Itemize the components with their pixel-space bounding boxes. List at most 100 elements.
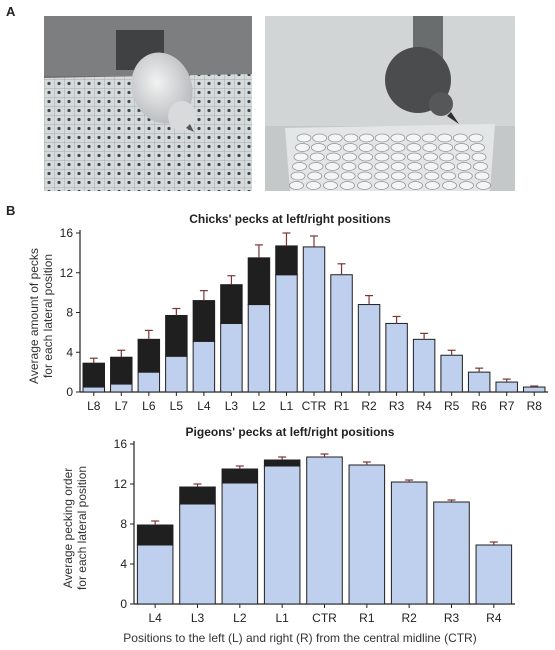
tray-well — [342, 152, 357, 162]
tray-well — [425, 181, 440, 190]
tray-well — [406, 143, 422, 152]
x-tick-label: R4 — [416, 399, 432, 411]
x-tick-label: L7 — [115, 399, 129, 411]
tray-well — [374, 181, 389, 190]
x-tick-label: L2 — [233, 611, 247, 625]
tray-well — [326, 143, 342, 152]
bar-base — [220, 322, 243, 393]
tray-well — [471, 152, 487, 162]
tray-well — [374, 152, 390, 162]
y-tick-label: 12 — [114, 477, 128, 491]
tray-well — [442, 181, 457, 190]
x-tick-label: R3 — [389, 399, 405, 411]
tray-well — [374, 171, 390, 181]
tray-well — [325, 162, 340, 171]
tray-well — [441, 171, 456, 181]
tray-well — [452, 133, 468, 143]
tray-well — [359, 133, 374, 143]
bar-top — [137, 338, 161, 373]
tray-well — [424, 171, 440, 181]
tray-well — [357, 181, 372, 190]
x-tick-label: L3 — [191, 611, 205, 625]
bar-base — [495, 381, 518, 393]
tray-well — [324, 171, 339, 181]
tray-well — [340, 171, 356, 181]
bar-base — [475, 544, 513, 605]
tray-well — [358, 143, 374, 152]
tray-well — [340, 181, 355, 190]
bar-base — [357, 304, 381, 393]
y-axis-label-line2: for each lateral position — [41, 254, 55, 378]
y-tick-label: 4 — [120, 557, 127, 571]
tray-well — [470, 143, 485, 152]
bar-base — [221, 482, 259, 605]
tray-well — [327, 133, 343, 143]
tray-well — [391, 181, 406, 190]
tray-well — [312, 133, 328, 143]
tray-well — [438, 143, 454, 152]
pigeon-photo — [265, 16, 515, 191]
bar-base — [82, 386, 106, 393]
tray-well — [476, 181, 491, 190]
y-tick-label: 4 — [66, 345, 73, 359]
tray-well — [390, 152, 406, 162]
bar-top — [247, 257, 271, 306]
chicks-chart: Chicks' pecks at left/right positions Av… — [0, 206, 555, 411]
tray-well — [289, 181, 304, 190]
tray-well — [307, 171, 323, 181]
tray-well — [374, 162, 390, 171]
tray-well — [342, 143, 358, 152]
tray-well — [293, 152, 309, 162]
x-tick-label: L6 — [142, 399, 156, 411]
tray-well — [439, 152, 455, 162]
bar-base — [390, 481, 428, 605]
bar-top — [179, 486, 216, 505]
bar-top — [220, 284, 243, 324]
pigeons-chart-svg: Pigeons' pecks at left/right positions A… — [61, 425, 515, 645]
tray-well — [407, 162, 423, 171]
tray-well — [423, 162, 439, 171]
y-tick-label: 8 — [66, 306, 73, 320]
bar-base — [275, 274, 298, 393]
x-tick-label: L1 — [280, 399, 294, 411]
tray-well — [474, 171, 490, 181]
tray-well — [455, 152, 471, 162]
tray-well — [357, 162, 373, 171]
panel-label-b: B — [6, 203, 16, 218]
bar-top — [136, 524, 174, 546]
tray-well — [457, 171, 473, 181]
y-tick-label: 12 — [60, 266, 74, 280]
y-tick-label: 16 — [60, 226, 74, 240]
chart-title: Pigeons' pecks at left/right positions — [186, 425, 395, 439]
x-tick-label: R6 — [472, 399, 488, 411]
tray-well — [423, 152, 438, 162]
x-tick-label: CTR — [312, 611, 337, 625]
tray-well — [358, 152, 374, 162]
y-tick-label: 16 — [114, 437, 128, 451]
bar-base — [433, 501, 470, 605]
bar-base — [302, 246, 326, 393]
bar-top — [82, 362, 106, 388]
tray-well — [468, 133, 484, 143]
y-axis-label-line2: for each lateral position — [75, 466, 89, 590]
x-tick-label: R2 — [401, 611, 417, 625]
bar-top — [110, 356, 133, 385]
tray-well — [437, 133, 453, 143]
bar-base — [137, 371, 161, 393]
tray-well — [323, 181, 338, 190]
tray-well — [374, 133, 390, 143]
x-tick-label: L3 — [225, 399, 239, 411]
pigeons-plot: 0 4 8 12 16 L4 L3 L2 L1 CTR R1 R2 R3 R4 — [114, 437, 515, 625]
chicks-chart-svg: Chicks' pecks at left/right positions Av… — [27, 212, 548, 411]
tray-well — [341, 162, 357, 171]
panel-label-a: A — [6, 4, 16, 19]
tray-well — [406, 152, 422, 162]
tray-well — [456, 162, 472, 171]
y-tick-label: 0 — [120, 597, 127, 611]
x-tick-label: CTR — [302, 399, 327, 411]
x-tick-label: R7 — [499, 399, 515, 411]
tray-well — [408, 181, 423, 190]
y-tick-label: 8 — [120, 517, 127, 531]
tray-well — [407, 171, 423, 181]
x-tick-label: L2 — [252, 399, 266, 411]
